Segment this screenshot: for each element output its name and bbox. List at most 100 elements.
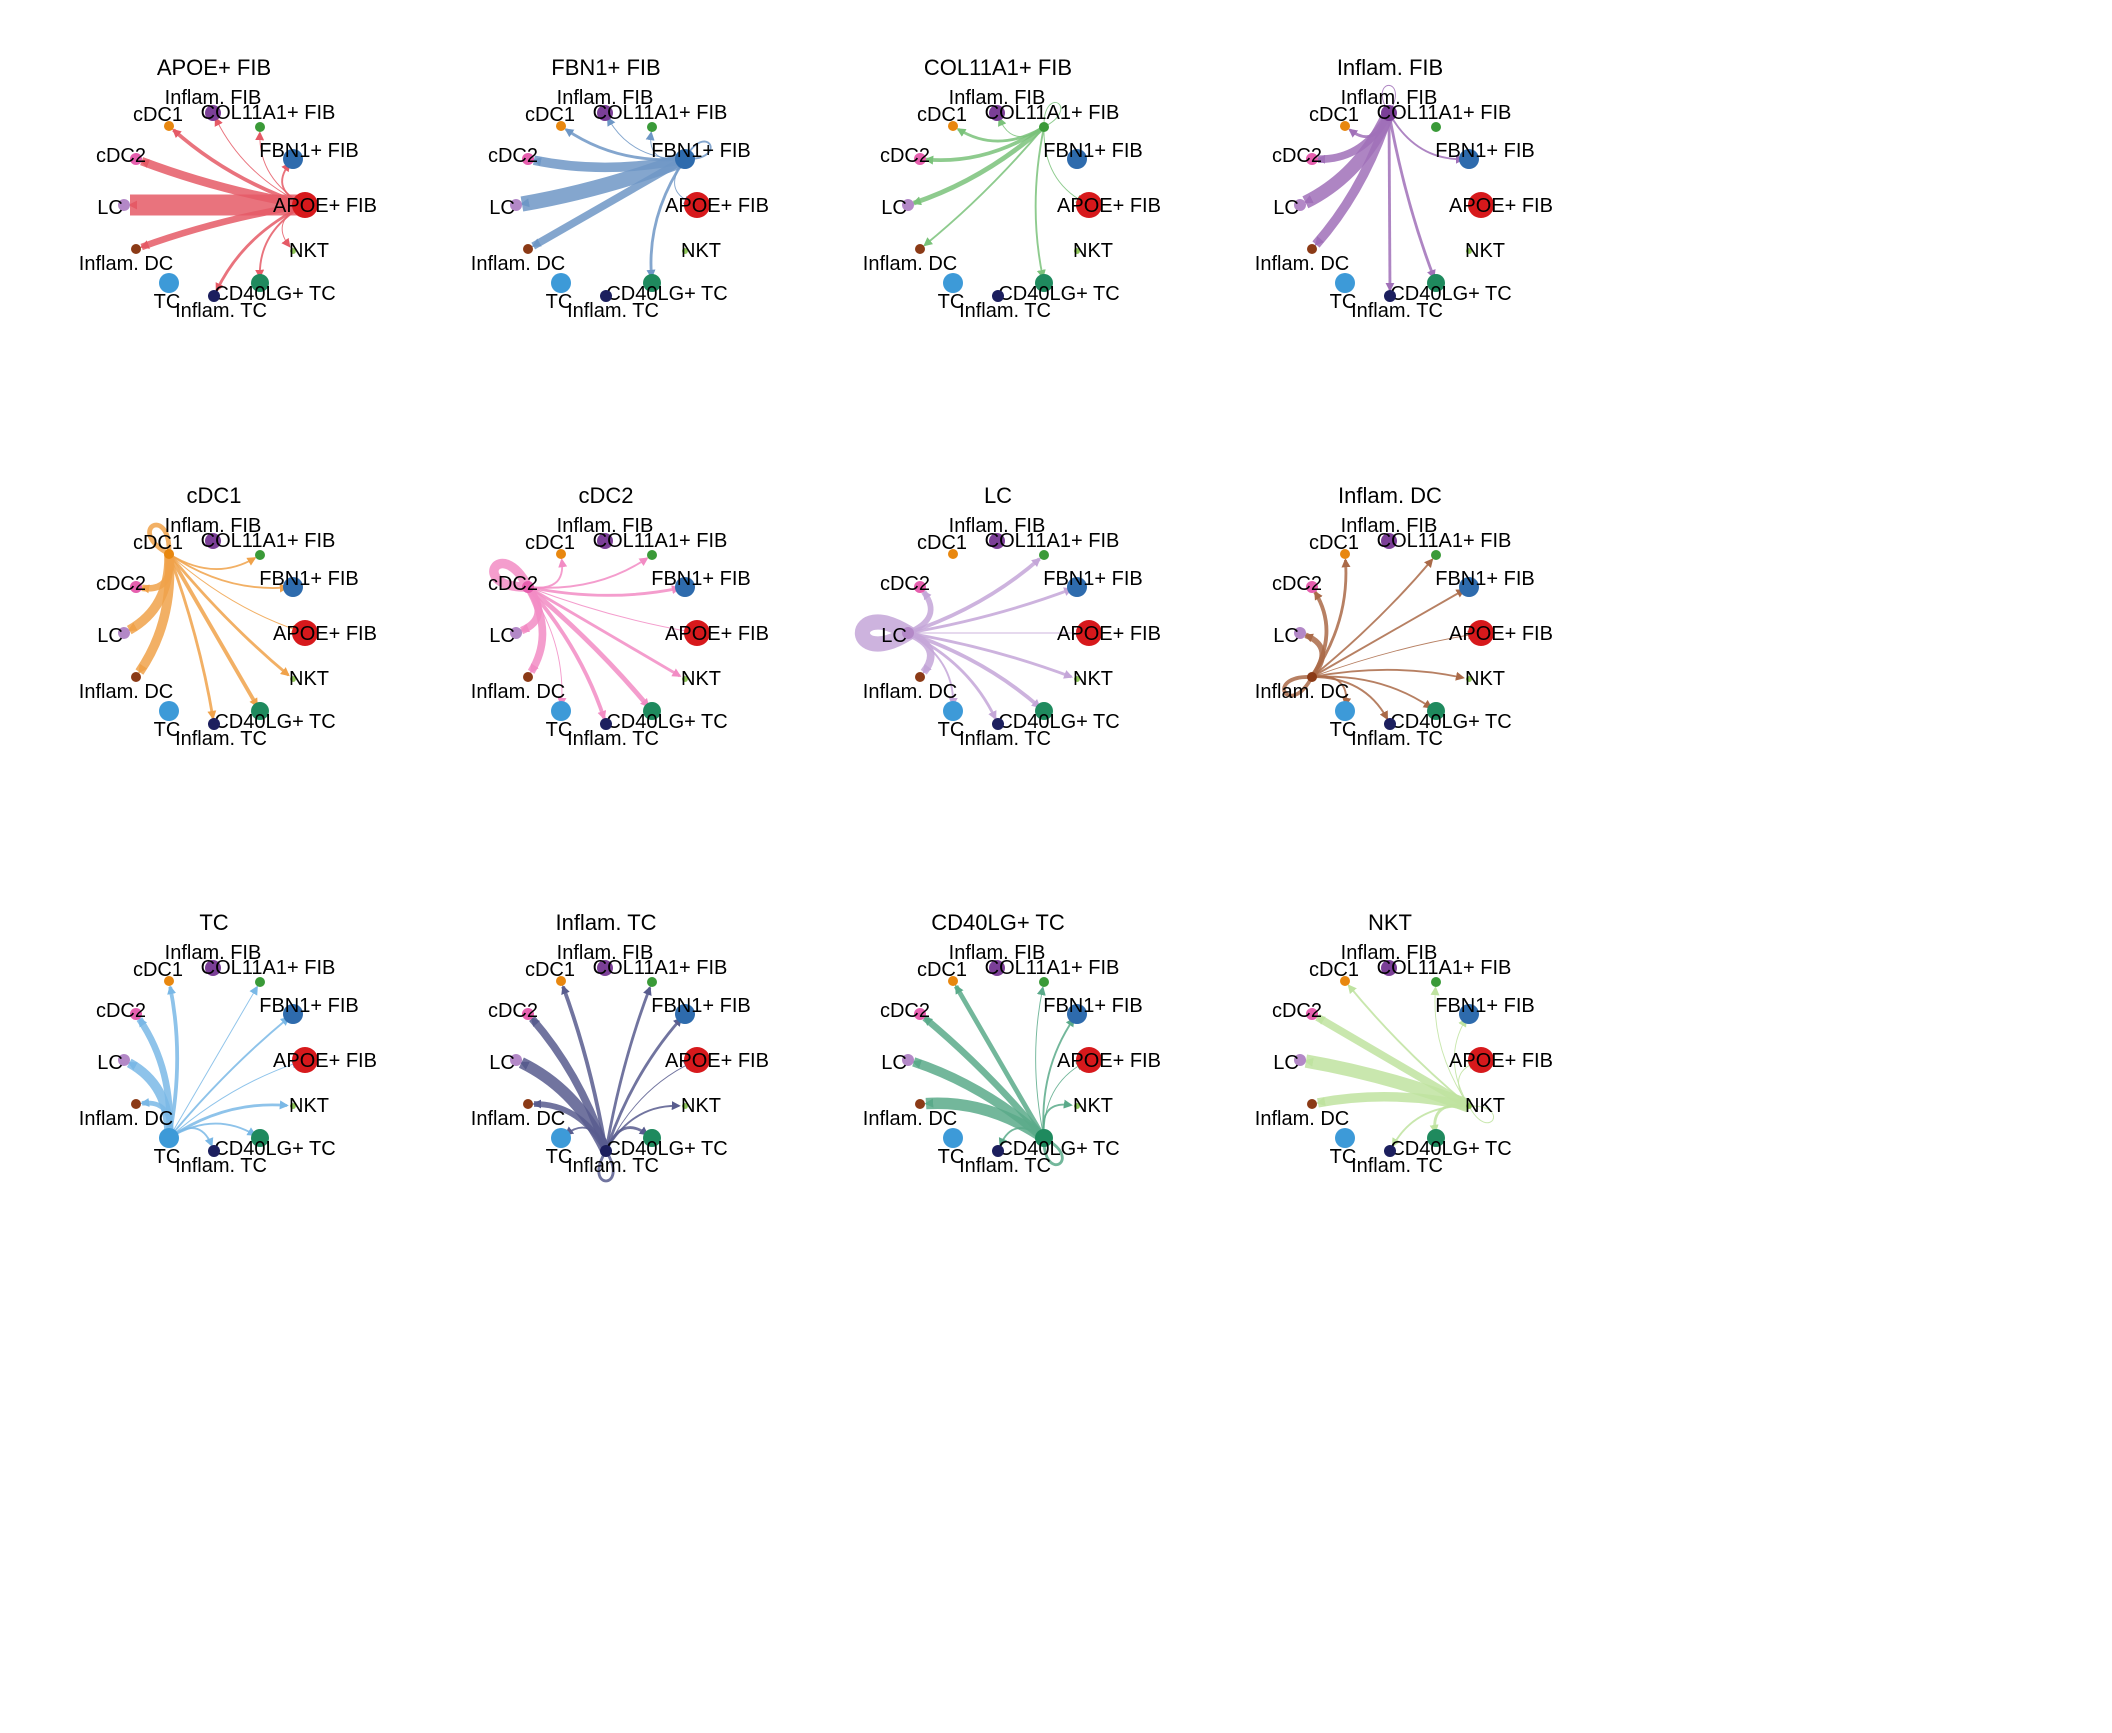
edge-nkt-to-inflam-tc <box>1392 1105 1470 1148</box>
edge-inflam-tc-to-cdc2 <box>529 1016 610 1153</box>
node-cdc1 <box>164 121 174 131</box>
node-label-lc: LC <box>881 197 907 219</box>
node-label-cdc1: cDC1 <box>525 104 575 126</box>
node-label-cd40lgplus-tc: CD40LG+ TC <box>214 283 335 305</box>
node-col11a1plus-fib <box>647 122 657 132</box>
node-label-inflam-tc: Inflam. TC <box>959 300 1051 322</box>
node-label-cdc1: cDC1 <box>133 532 183 554</box>
node-nkt <box>290 676 296 682</box>
edge-lc-to-inflam-tc <box>907 631 997 721</box>
node-inflam-fib <box>1381 105 1397 121</box>
node-apoeplus-fib <box>684 192 710 218</box>
node-cdc1 <box>164 549 174 559</box>
node-lc <box>118 199 130 211</box>
node-label-col11a1plus-fib: COL11A1+ FIB <box>1377 102 1512 124</box>
edge-col11a1plus-fib-self <box>1043 102 1062 128</box>
node-label-cdc2: cDC2 <box>96 573 146 595</box>
node-label-inflam-tc: Inflam. TC <box>1351 1155 1443 1177</box>
node-cd40lgplus-tc <box>1427 702 1445 720</box>
edge-tc-to-cd40lgplus-tc <box>168 1122 257 1139</box>
node-lc <box>902 627 914 639</box>
node-apoeplus-fib <box>1076 620 1102 646</box>
node-label-cdc1: cDC1 <box>917 532 967 554</box>
node-label-fbn1plus-fib: FBN1+ FIB <box>651 140 750 162</box>
node-label-tc: TC <box>938 719 965 741</box>
node-label-inflam-dc: Inflam. DC <box>863 253 957 275</box>
node-inflam-tc <box>600 718 612 730</box>
node-inflam-fib <box>205 960 221 976</box>
node-inflam-tc <box>208 1145 220 1157</box>
node-col11a1plus-fib <box>1431 550 1441 560</box>
node-fbn1plus-fib <box>675 1004 695 1024</box>
node-label-tc: TC <box>938 1146 965 1168</box>
node-label-cdc2: cDC2 <box>880 145 930 167</box>
node-cdc2 <box>1306 581 1318 593</box>
node-cdc1 <box>556 549 566 559</box>
node-label-tc: TC <box>546 719 573 741</box>
node-label-fbn1plus-fib: FBN1+ FIB <box>259 568 358 590</box>
node-label-tc: TC <box>938 291 965 313</box>
node-cdc2 <box>522 153 534 165</box>
node-inflam-fib <box>1381 960 1397 976</box>
node-apoeplus-fib <box>1468 620 1494 646</box>
node-label-nkt: NKT <box>289 240 329 262</box>
node-label-nkt: NKT <box>1073 668 1113 690</box>
node-label-inflam-dc: Inflam. DC <box>863 1108 957 1130</box>
node-inflam-dc <box>131 244 141 254</box>
edge-inflam-fib-to-fbn1plus-fib <box>1388 112 1465 164</box>
node-nkt <box>682 248 688 254</box>
node-label-nkt: NKT <box>681 1095 721 1117</box>
node-tc <box>943 701 963 721</box>
node-col11a1plus-fib <box>647 977 657 987</box>
node-label-fbn1plus-fib: FBN1+ FIB <box>1435 995 1534 1017</box>
panel-title: FBN1+ FIB <box>551 55 660 80</box>
panel-title: Inflam. TC <box>555 910 656 935</box>
node-label-cdc1: cDC1 <box>525 959 575 981</box>
node-cdc2 <box>130 153 142 165</box>
node-label-fbn1plus-fib: FBN1+ FIB <box>1043 568 1142 590</box>
node-inflam-tc <box>600 1145 612 1157</box>
node-label-tc: TC <box>546 291 573 313</box>
node-label-tc: TC <box>154 719 181 741</box>
node-label-nkt: NKT <box>1073 240 1113 262</box>
node-label-inflam-dc: Inflam. DC <box>79 253 173 275</box>
node-cdc1 <box>948 976 958 986</box>
edge-apoeplus-fib-to-inflam-dc <box>139 201 306 251</box>
node-inflam-dc <box>131 1099 141 1109</box>
node-col11a1plus-fib <box>255 977 265 987</box>
node-label-inflam-fib: Inflam. FIB <box>557 515 654 537</box>
node-nkt <box>1466 248 1472 254</box>
node-lc <box>902 1054 914 1066</box>
node-label-fbn1plus-fib: FBN1+ FIB <box>259 995 358 1017</box>
edge-nkt-to-cdc2 <box>1315 1013 1471 1110</box>
edge-nkt-self <box>1468 1105 1495 1124</box>
node-label-inflam-dc: Inflam. DC <box>79 681 173 703</box>
node-apoeplus-fib <box>684 1047 710 1073</box>
node-cdc2 <box>522 581 534 593</box>
node-lc <box>1294 1054 1306 1066</box>
edge-cdc1-to-cdc2 <box>140 553 173 594</box>
node-label-cd40lgplus-tc: CD40LG+ TC <box>998 283 1119 305</box>
edge-lc-to-cd40lgplus-tc <box>907 631 1041 709</box>
node-label-cdc2: cDC2 <box>488 573 538 595</box>
node-nkt <box>1074 248 1080 254</box>
node-label-apoeplus-fib: APOE+ FIB <box>1057 1050 1161 1072</box>
edge-lc-self <box>855 614 916 652</box>
panel-title: LC <box>984 483 1012 508</box>
node-label-nkt: NKT <box>1073 1095 1113 1117</box>
node-label-lc: LC <box>1273 1052 1299 1074</box>
edges <box>1282 558 1477 721</box>
edge-cd40lgplus-tc-self <box>1042 1136 1064 1166</box>
node-inflam-dc <box>1307 244 1317 254</box>
node-label-apoeplus-fib: APOE+ FIB <box>665 623 769 645</box>
edge-inflam-fib-to-inflam-tc <box>1385 112 1395 292</box>
edge-cdc2-self <box>489 558 533 592</box>
